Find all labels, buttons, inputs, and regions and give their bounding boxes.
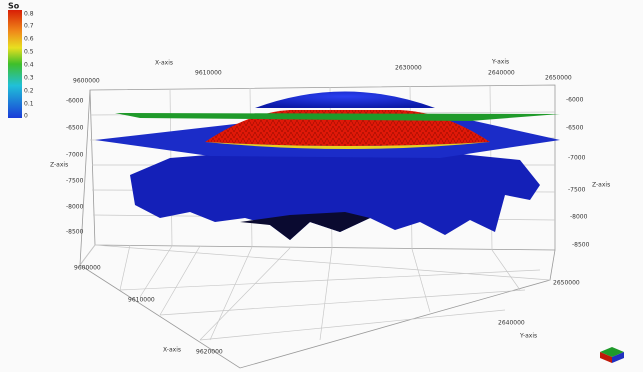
tick-label: -8500 [572,242,590,249]
colorbar-tick: 0.2 [24,88,34,95]
axis-label: X-axis [155,60,173,67]
shadow [240,212,370,240]
tick-label: -8500 [66,229,84,236]
blue-body [130,150,540,240]
tick-label: -7000 [66,152,84,159]
colorbar-tick: 0.3 [24,75,34,82]
tick-label: -6000 [566,97,584,104]
tick-label: -6500 [66,125,84,132]
surfaces [95,91,560,240]
colorbar-tick: 0 [24,113,28,120]
colorbar-tick: 0.4 [24,62,34,69]
colorbar-tick: 0.6 [24,36,34,43]
tick-label: -7000 [568,155,586,162]
colorbar-title: So [8,2,20,11]
tick-label: 2640000 [488,70,515,77]
tick-label: 2640000 [498,320,525,327]
tick-label: 9600000 [74,265,101,272]
colorbar-tick: 0.8 [24,11,34,18]
axis-label: X-axis [163,347,181,354]
tick-label: -6500 [566,125,584,132]
tick-label: 9620000 [196,349,223,356]
tick-label: -6000 [66,98,84,105]
axis-label: Z-axis [50,162,68,169]
green-plane [115,113,560,121]
colorbar [8,10,22,118]
tick-label: -7500 [568,187,586,194]
colorbar-tick: 0.5 [24,49,34,56]
tick-label: 2630000 [395,65,422,72]
tick-label: -8000 [66,204,84,211]
colorbar-tick: 0.1 [24,101,34,108]
tick-label: 2650000 [545,75,572,82]
tick-label: 2650000 [553,280,580,287]
tick-label: 9600000 [73,78,100,85]
axis-label: Y-axis [491,59,509,66]
tick-label: 9610000 [128,297,155,304]
tick-label: -8000 [570,214,588,221]
orientation-icon [600,347,624,363]
tick-label: 9610000 [195,70,222,77]
tick-label: -7500 [66,178,84,185]
blue-dome [255,91,435,108]
axis-label: Y-axis [519,333,537,340]
yellow-rim [205,142,490,149]
colorbar-tick: 0.7 [24,23,34,30]
axis-label: Z-axis [592,182,610,189]
